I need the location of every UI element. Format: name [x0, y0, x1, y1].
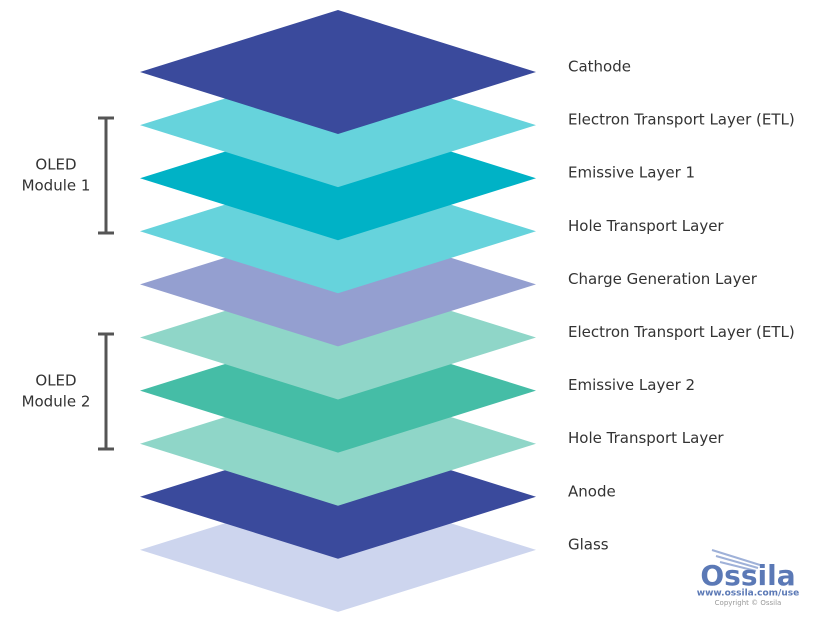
- layer-label: Charge Generation Layer: [568, 270, 758, 288]
- layer-label: Hole Transport Layer: [568, 429, 724, 447]
- layer-label: Electron Transport Layer (ETL): [568, 323, 795, 341]
- bracket: [98, 332, 114, 451]
- logo-mark: [711, 549, 761, 572]
- layer-labels: Cathode Electron Transport Layer (ETL) Emi…: [568, 58, 795, 554]
- layer: [140, 10, 536, 134]
- logo: Ossila www.ossila.com/use Copyright © Os…: [697, 549, 799, 607]
- layer-label: Emissive Layer 1: [568, 164, 695, 182]
- layer-label: Emissive Layer 2: [568, 376, 695, 394]
- modules: OLED Module 1 OLED Module 2: [22, 116, 114, 451]
- module-label: OLED: [35, 372, 76, 390]
- layer-label: Cathode: [568, 58, 631, 76]
- logo-url: www.ossila.com/use: [697, 589, 799, 599]
- logo-copyright: Copyright © Ossila: [715, 599, 782, 607]
- layer-label: Glass: [568, 535, 609, 553]
- module-label: OLED: [35, 156, 76, 174]
- layer-label: Anode: [568, 482, 616, 500]
- layer-label: Electron Transport Layer (ETL): [568, 111, 795, 129]
- bracket: [98, 116, 114, 235]
- logo-name: Ossila: [700, 559, 795, 592]
- layers: [140, 10, 536, 612]
- layer-label: Hole Transport Layer: [568, 217, 724, 235]
- module-label: Module 2: [22, 393, 91, 411]
- module-label: Module 1: [22, 177, 91, 195]
